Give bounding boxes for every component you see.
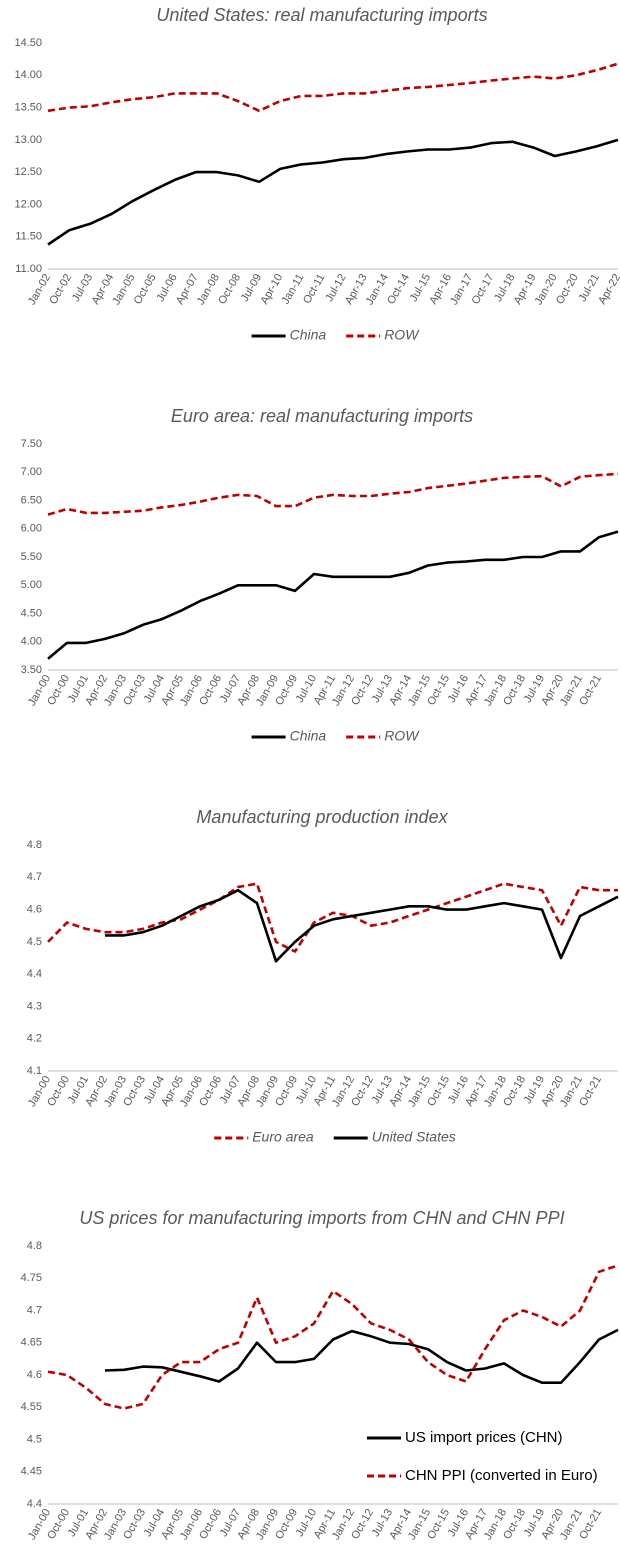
legend-label: China: [290, 327, 327, 343]
chart-title: US prices for manufacturing imports from…: [79, 1208, 564, 1228]
chart-title: United States: real manufacturing import…: [156, 5, 487, 25]
y-tick-label: 14.00: [14, 69, 42, 81]
y-tick-label: 4.8: [27, 1240, 42, 1252]
y-tick-label: 4.00: [21, 636, 42, 648]
legend-label: United States: [372, 1129, 456, 1145]
legend-label: US import prices (CHN): [405, 1429, 563, 1446]
y-tick-label: 13.00: [14, 134, 42, 146]
series-line: [104, 1328, 619, 1384]
y-tick-label: 4.4: [27, 1498, 42, 1510]
series-line: [47, 472, 619, 516]
y-tick-label: 4.6: [27, 903, 42, 915]
legend-label: CHN PPI (converted in Euro): [405, 1467, 598, 1484]
y-tick-label: 14.50: [14, 37, 42, 49]
y-tick-label: 4.1: [27, 1065, 42, 1077]
series-line: [47, 62, 619, 113]
y-tick-label: 7.50: [21, 438, 42, 450]
chart: US prices for manufacturing imports from…: [21, 1208, 619, 1542]
y-tick-label: 4.5: [27, 936, 42, 948]
y-tick-label: 4.50: [21, 607, 42, 619]
legend-label: ROW: [384, 728, 420, 744]
y-tick-label: 13.50: [14, 101, 42, 113]
y-tick-label: 12.00: [14, 198, 42, 210]
y-tick-label: 3.50: [21, 664, 42, 676]
y-tick-label: 6.50: [21, 494, 42, 506]
y-tick-label: 5.50: [21, 551, 42, 563]
series-line: [105, 888, 619, 963]
y-tick-label: 11.50: [15, 231, 42, 243]
y-tick-label: 4.6: [27, 1369, 42, 1381]
y-tick-label: 4.7: [27, 1304, 42, 1316]
chart-title: Euro area: real manufacturing imports: [171, 406, 473, 426]
series-line: [47, 138, 619, 246]
y-tick-label: 4.75: [21, 1272, 42, 1284]
y-tick-label: 4.4: [27, 968, 42, 980]
y-tick-label: 6.00: [21, 523, 42, 535]
series-line: [47, 882, 618, 953]
legend-label: ROW: [384, 327, 420, 343]
legend-label: Euro area: [252, 1129, 314, 1145]
series-line: [47, 530, 619, 660]
y-tick-label: 4.8: [27, 839, 42, 851]
y-tick-label: 7.00: [21, 466, 42, 478]
y-tick-label: 4.55: [21, 1401, 42, 1413]
x-tick-label: Oct-11: [301, 272, 327, 306]
y-tick-label: 5.00: [21, 579, 42, 591]
y-tick-label: 4.65: [21, 1337, 42, 1349]
y-tick-label: 12.50: [14, 166, 42, 178]
chart: United States: real manufacturing import…: [14, 5, 620, 343]
y-tick-label: 4.45: [21, 1466, 42, 1478]
y-tick-label: 4.7: [27, 871, 42, 883]
legend-label: China: [290, 728, 327, 744]
chart: Euro area: real manufacturing imports 3.5…: [21, 406, 619, 744]
chart-title: Manufacturing production index: [196, 807, 448, 827]
series-line: [47, 1264, 619, 1410]
y-tick-label: 4.5: [27, 1433, 42, 1445]
y-tick-label: 4.3: [27, 1000, 42, 1012]
chart: Manufacturing production index 4.1 4.2 4.3 4…: [26, 807, 619, 1145]
y-tick-label: 11.00: [15, 263, 42, 275]
y-tick-label: 4.2: [27, 1033, 42, 1045]
